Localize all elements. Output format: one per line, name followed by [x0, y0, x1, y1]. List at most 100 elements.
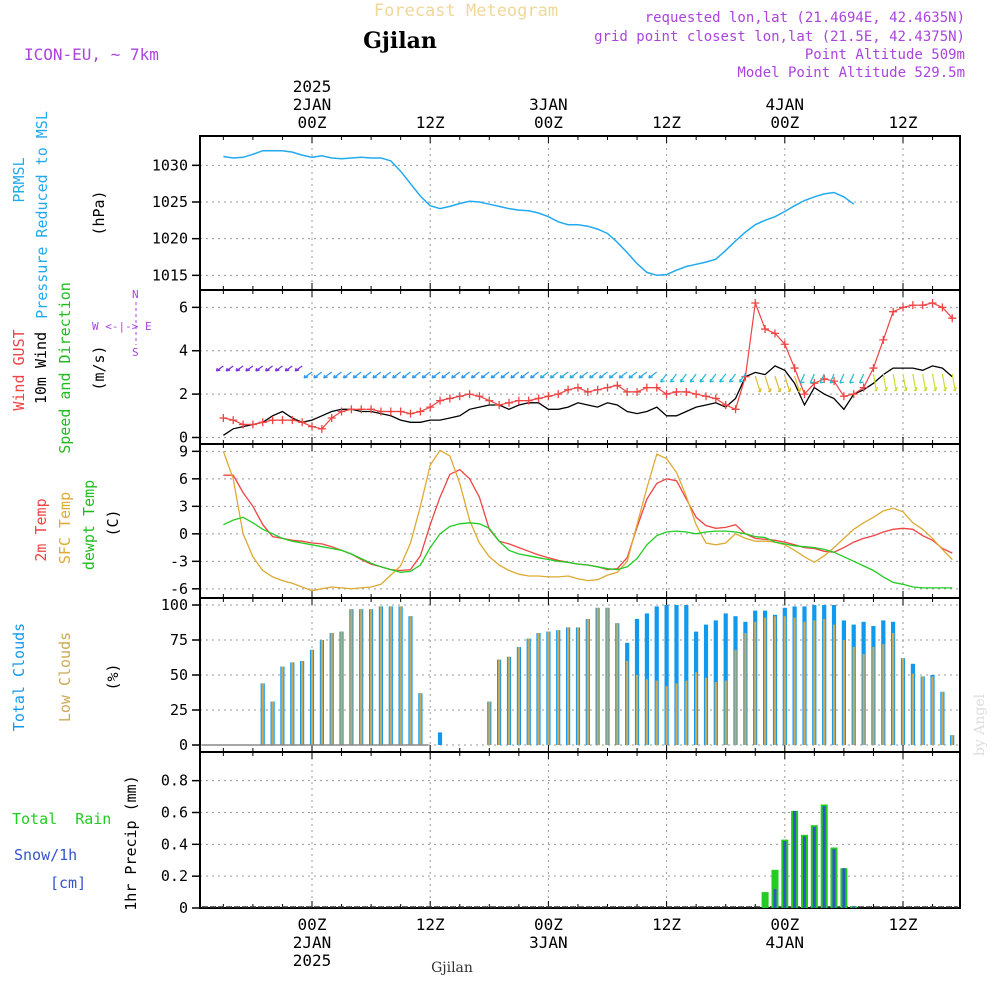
wind-arrow	[859, 373, 865, 384]
gust-marker	[534, 394, 543, 403]
chart-title: Forecast Meteogram	[374, 1, 558, 21]
wind-arrow	[931, 373, 938, 392]
temp-ytick-label: -3	[170, 552, 188, 570]
wind-arrow	[470, 371, 480, 379]
pressure-line	[223, 149, 855, 277]
gust-marker	[583, 387, 592, 396]
wind-arrow	[265, 365, 273, 372]
wind-arrow	[709, 373, 717, 383]
wind-arrow	[608, 371, 618, 379]
low-cloud-bar	[291, 662, 294, 745]
gust-marker	[347, 405, 356, 414]
wind-arrow	[294, 365, 303, 372]
model-altitude: Model Point Altitude 529.5m	[737, 65, 965, 81]
wind-line	[223, 365, 953, 436]
total-cloud-bar	[674, 605, 679, 745]
low-cloud-bar	[281, 666, 284, 745]
low-cloud-label: Low Clouds	[56, 632, 74, 722]
wind-arrow	[323, 371, 333, 379]
precip-ytick-label: 0.8	[161, 772, 188, 790]
bottom-time-label: 2JAN	[293, 933, 332, 952]
wind-arrow	[809, 373, 815, 384]
wind-arrow	[660, 373, 668, 383]
gust-marker	[308, 422, 316, 431]
temp-ytick-label: 0	[179, 525, 188, 543]
top-time-label: 00Z	[770, 113, 799, 132]
wind-arrow	[679, 373, 687, 383]
low-cloud-bar	[724, 680, 727, 745]
gust-marker	[879, 335, 888, 344]
low-cloud-bar	[901, 658, 905, 745]
low-cloud-bar	[764, 617, 767, 745]
wind-arrow	[451, 371, 461, 379]
wind-arrow	[754, 375, 762, 393]
snow-bar	[812, 826, 816, 908]
gust-marker	[426, 403, 435, 412]
wind-arrow	[274, 365, 283, 372]
bottom-time-label: 00Z	[534, 915, 563, 934]
precip-panel: 0 0.2 0.4 0.6 0.8	[161, 751, 961, 917]
low-cloud-bar	[557, 630, 560, 745]
sfc-label: SFC Temp	[56, 492, 74, 564]
low-cloud-bar	[783, 616, 786, 745]
low-cloud-bar	[547, 631, 550, 745]
low-cloud-bar	[655, 680, 658, 745]
total-cloud-bar	[654, 606, 659, 745]
gust-marker	[278, 416, 287, 425]
wind-arrow	[284, 365, 293, 372]
low-cloud-bar	[586, 619, 589, 745]
temp-panel: -6 -3 0 3 6 9	[170, 442, 961, 599]
gust-marker	[317, 424, 326, 433]
total-cloud-bar	[437, 732, 443, 745]
compass-we: W <-|-> E	[92, 320, 152, 333]
wind-arrow	[699, 373, 707, 383]
low-cloud-bar	[744, 633, 747, 745]
wind-ytick-label: 2	[179, 385, 188, 403]
dir-label: Speed and Direction	[56, 282, 74, 454]
gust-marker	[248, 420, 257, 429]
low-cloud-bar	[931, 676, 934, 745]
t2m-label: 2m Temp	[32, 498, 50, 561]
bottom-time-label: 00Z	[770, 915, 799, 934]
wind-arrow	[794, 375, 802, 393]
precip-ytick-label: 0.4	[161, 835, 188, 853]
temp-side-labels: 2m Temp SFC Temp dewpt Temp (C)	[32, 480, 122, 570]
low-cloud-bar	[951, 735, 954, 745]
low-cloud-bar	[852, 647, 855, 745]
gust-marker	[721, 400, 730, 409]
low-cloud-bar	[498, 659, 501, 745]
gust-marker	[948, 314, 957, 323]
bottom-time-label: 3JAN	[529, 933, 568, 952]
wind-arrow	[352, 371, 362, 379]
gust-label: Wind GUST	[10, 329, 28, 410]
dewpt-line	[223, 516, 953, 589]
compass-s: S	[132, 346, 139, 359]
low-cloud-bar	[517, 647, 520, 745]
wind-arrow	[510, 371, 520, 379]
low-cloud-bar	[389, 606, 392, 745]
top-time-label: 12Z	[416, 113, 445, 132]
wind-arrow	[549, 371, 559, 379]
wind-arrow	[922, 373, 928, 392]
precip-ytick-label: 0.6	[161, 803, 188, 821]
low-cloud-bar	[419, 693, 422, 745]
wind-arrow	[618, 371, 628, 379]
low-cloud-bar	[370, 609, 373, 745]
low-cloud-bar	[626, 661, 629, 745]
low-cloud-bar	[823, 619, 826, 745]
low-cloud-bar	[310, 649, 314, 745]
pressure-ytick-label: 1015	[152, 266, 188, 284]
gust-marker	[367, 405, 376, 414]
cloud-ytick-label: 75	[170, 631, 188, 649]
gust-marker	[495, 400, 504, 409]
low-cloud-bar	[261, 683, 264, 745]
pressure-panel: 1015 1020 1025 1030	[152, 135, 961, 291]
snow-label: Snow/1h	[14, 846, 77, 864]
low-cloud-bar	[675, 683, 678, 745]
wind-arrow	[912, 373, 918, 392]
precip-ytick-label: 0	[179, 899, 188, 917]
total-cloud-label: Total Clouds	[10, 623, 28, 731]
pressure-label-2: Pressure Reduced to MSL	[33, 111, 51, 319]
low-cloud-bar	[714, 682, 717, 745]
